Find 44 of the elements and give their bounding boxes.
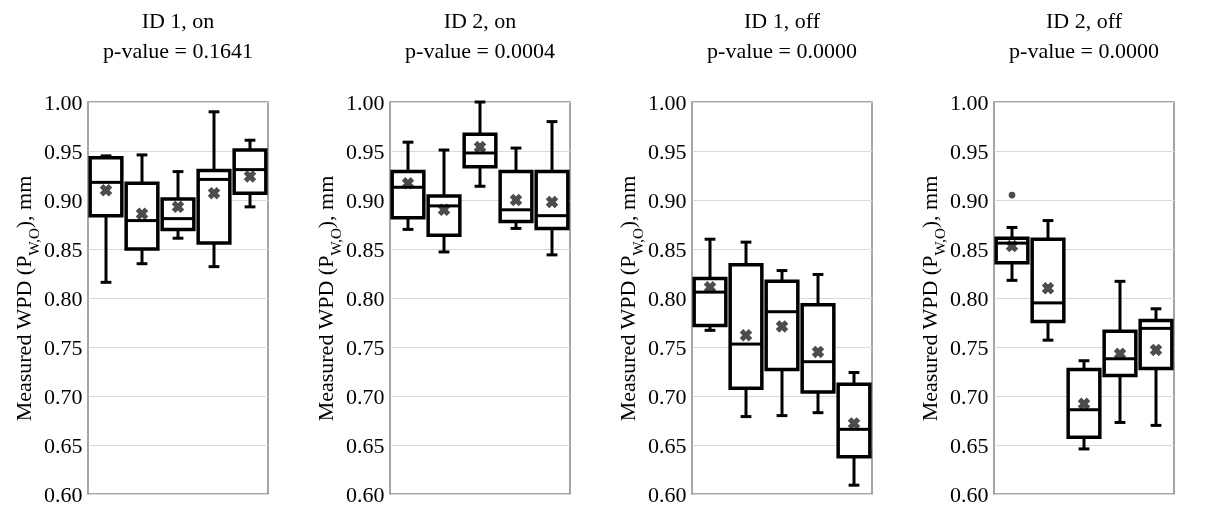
y-tick-label: 1.00 xyxy=(950,89,989,115)
y-tick-label: 0.85 xyxy=(950,236,989,262)
y-tick-label: 0.70 xyxy=(648,383,687,409)
chart-subtitle: p-value = 0.0000 xyxy=(707,38,857,63)
y-tick-label: 0.95 xyxy=(346,138,385,164)
chart-title: ID 1, on xyxy=(141,8,215,33)
chart-title: ID 1, off xyxy=(744,8,821,33)
y-tick-label: 0.60 xyxy=(346,481,385,507)
y-tick-label: 0.65 xyxy=(950,432,989,458)
y-tick-label: 0.65 xyxy=(346,432,385,458)
y-tick-label: 1.00 xyxy=(44,89,83,115)
y-tick-label: 0.60 xyxy=(950,481,989,507)
y-tick-label: 0.65 xyxy=(44,432,83,458)
y-tick-label: 0.90 xyxy=(44,187,83,213)
y-tick-label: 0.95 xyxy=(44,138,83,164)
y-tick-label: 0.65 xyxy=(648,432,687,458)
y-tick-label: 0.85 xyxy=(346,236,385,262)
y-tick-label: 0.60 xyxy=(648,481,687,507)
y-tick-label: 0.95 xyxy=(648,138,687,164)
chart-subtitle: p-value = 0.0004 xyxy=(405,38,555,63)
y-tick-label: 0.70 xyxy=(44,383,83,409)
y-tick-label: 0.75 xyxy=(648,334,687,360)
y-tick-label: 0.80 xyxy=(950,285,989,311)
y-tick-label: 0.90 xyxy=(346,187,385,213)
y-tick-label: 0.80 xyxy=(346,285,385,311)
y-tick-label: 0.85 xyxy=(648,236,687,262)
y-tick-label: 0.70 xyxy=(950,383,989,409)
y-tick-label: 1.00 xyxy=(346,89,385,115)
y-tick-label: 0.90 xyxy=(648,187,687,213)
y-tick-label: 0.75 xyxy=(44,334,83,360)
y-tick-label: 0.80 xyxy=(648,285,687,311)
chart-title: ID 2, on xyxy=(443,8,517,33)
y-tick-label: 0.80 xyxy=(44,285,83,311)
y-tick-label: 0.70 xyxy=(346,383,385,409)
y-tick-label: 1.00 xyxy=(648,89,687,115)
chart-subtitle: p-value = 0.1641 xyxy=(103,38,253,63)
y-tick-label: 0.90 xyxy=(950,187,989,213)
y-tick-label: 0.75 xyxy=(950,334,989,360)
y-tick-label: 0.85 xyxy=(44,236,83,262)
y-tick-label: 0.95 xyxy=(950,138,989,164)
y-tick-label: 0.60 xyxy=(44,481,83,507)
y-tick-label: 0.75 xyxy=(346,334,385,360)
chart-title: ID 2, off xyxy=(1046,8,1123,33)
chart-subtitle: p-value = 0.0000 xyxy=(1009,38,1159,63)
